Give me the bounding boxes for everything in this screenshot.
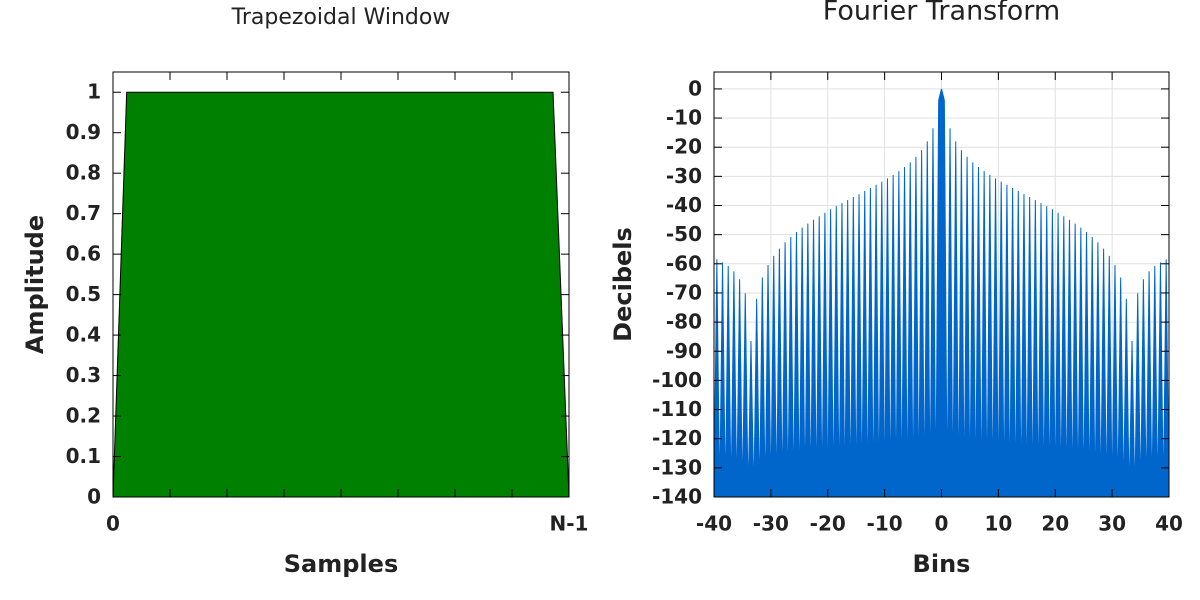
y-tick-label: -10 (666, 106, 702, 130)
y-tick-label: -100 (652, 368, 702, 392)
x-tick-label: 30 (1098, 512, 1126, 536)
y-tick-label: 0.7 (66, 201, 101, 225)
x-tick-label: 0 (106, 512, 120, 536)
x-tick-label: N-1 (550, 512, 589, 536)
y-tick-label: 0.1 (66, 444, 101, 468)
y-tick-label: -20 (666, 135, 702, 159)
x-tick-label: -40 (696, 512, 732, 536)
plot-area (713, 88, 1170, 498)
x-tick-label: 0 (935, 512, 949, 536)
y-tick-label: -50 (666, 222, 702, 246)
x-axis-label: Samples (284, 550, 398, 578)
y-tick-label: -90 (666, 339, 702, 363)
y-tick-label: 0.3 (66, 363, 101, 387)
y-tick-label: -70 (666, 280, 702, 304)
x-tick-label: -20 (810, 512, 846, 536)
y-tick-label: -80 (666, 310, 702, 334)
y-tick-label: -130 (652, 455, 702, 479)
area (713, 88, 1170, 498)
y-tick-label: -110 (652, 397, 702, 421)
y-tick-label: 0.2 (66, 404, 101, 428)
y-tick-label: -40 (666, 193, 702, 217)
x-tick-label: -10 (867, 512, 903, 536)
y-tick-label: 0.8 (66, 161, 101, 185)
x-tick-label: 20 (1041, 512, 1069, 536)
x-tick-label: 40 (1155, 512, 1183, 536)
y-tick-label: 1 (87, 80, 101, 104)
plot-area (112, 91, 570, 498)
area (112, 91, 570, 498)
y-tick-label: 0.9 (66, 120, 101, 144)
y-tick-label: 0.6 (66, 242, 101, 266)
chart-title: Trapezoidal Window (231, 5, 451, 30)
y-axis-label: Decibels (609, 227, 637, 342)
chart-title: Fourier Transform (823, 0, 1060, 27)
y-tick-label: 0 (87, 485, 101, 509)
y-tick-label: 0.4 (66, 323, 101, 347)
x-tick-label: 10 (984, 512, 1012, 536)
y-axis-label: Amplitude (21, 215, 49, 354)
x-axis-label: Bins (913, 550, 971, 578)
y-tick-label: -140 (652, 485, 702, 509)
y-tick-label: -120 (652, 426, 702, 450)
y-tick-label: 0.5 (66, 282, 101, 306)
y-tick-label: 0 (688, 76, 702, 100)
y-tick-label: -30 (666, 164, 702, 188)
x-tick-label: -30 (753, 512, 789, 536)
y-tick-label: -60 (666, 251, 702, 275)
